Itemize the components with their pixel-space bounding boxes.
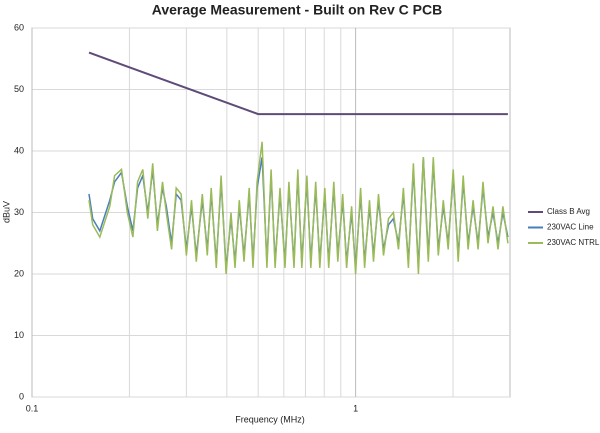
series-line	[88, 141, 509, 275]
y-axis-label: dBuV	[1, 201, 11, 223]
y-tick-label: 50	[14, 84, 24, 94]
y-tick-label: 60	[14, 22, 24, 32]
x-tick-label: 1	[353, 403, 358, 413]
y-tick-label: 0	[19, 391, 24, 401]
legend-label: Class B Avg	[547, 207, 590, 216]
y-tick-label: 30	[14, 207, 24, 217]
series-line	[88, 51, 508, 116]
legend-label: 230VAC Line	[547, 223, 594, 232]
x-tick-label: 0.1	[26, 403, 39, 413]
y-tick-label: 10	[14, 330, 24, 340]
legend-label: 230VAC NTRL	[547, 238, 600, 247]
chart-title: Average Measurement - Built on Rev C PCB	[152, 2, 442, 18]
x-axis-label: Frequency (MHz)	[235, 414, 305, 424]
y-tick-label: 20	[14, 268, 24, 278]
y-tick-label: 40	[14, 145, 24, 155]
